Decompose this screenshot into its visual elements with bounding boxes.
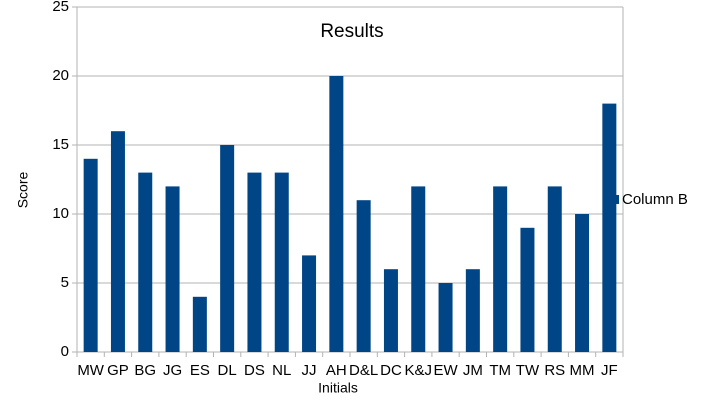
chart-title: Results	[320, 21, 383, 42]
y-tick-label: 5	[61, 274, 69, 291]
x-tick-label: ES	[190, 362, 210, 379]
y-tick-label: 20	[52, 67, 69, 84]
legend-label: Column B	[622, 191, 688, 208]
x-tick-label: JJ	[302, 362, 317, 379]
bar	[192, 296, 207, 352]
x-tick-label: NL	[272, 362, 291, 379]
x-tick-label: TM	[489, 362, 511, 379]
x-tick-label: GP	[107, 362, 129, 379]
bar	[547, 186, 562, 352]
y-tick-label: 0	[61, 343, 69, 360]
x-tick-label: D&L	[349, 362, 378, 379]
y-axis-label: Score	[15, 172, 31, 209]
y-tick-label: 10	[52, 205, 69, 222]
bar	[602, 103, 617, 352]
y-tick-label: 15	[52, 136, 69, 153]
x-tick-label: RS	[544, 362, 565, 379]
bar	[165, 186, 180, 352]
x-tick-label: MW	[77, 362, 104, 379]
x-axis-label: Initials	[318, 380, 358, 396]
bar	[110, 131, 125, 352]
bar	[83, 158, 98, 352]
bar	[383, 269, 398, 352]
bar	[329, 76, 344, 352]
bar	[138, 172, 153, 352]
bar	[520, 227, 535, 352]
x-tick-label: TW	[516, 362, 540, 379]
x-tick-label: DL	[218, 362, 237, 379]
bar	[575, 214, 590, 352]
x-tick-label: JF	[601, 362, 618, 379]
x-tick-label: DS	[244, 362, 265, 379]
x-tick-label: AH	[326, 362, 347, 379]
x-tick-label: DC	[380, 362, 402, 379]
bar	[411, 186, 426, 352]
y-tick-label: 25	[52, 0, 69, 15]
bar	[438, 283, 453, 352]
x-tick-label: EW	[433, 362, 458, 379]
x-tick-label: K&J	[404, 362, 432, 379]
bar	[220, 145, 235, 352]
bar	[465, 269, 480, 352]
bar	[493, 186, 508, 352]
x-tick-label: BG	[134, 362, 156, 379]
bar	[356, 200, 371, 352]
bar	[247, 172, 262, 352]
x-tick-label: MM	[570, 362, 595, 379]
x-tick-label: JM	[463, 362, 483, 379]
bar	[274, 172, 289, 352]
legend-swatch	[610, 195, 619, 204]
bar	[302, 255, 317, 352]
x-tick-label: JG	[163, 362, 182, 379]
